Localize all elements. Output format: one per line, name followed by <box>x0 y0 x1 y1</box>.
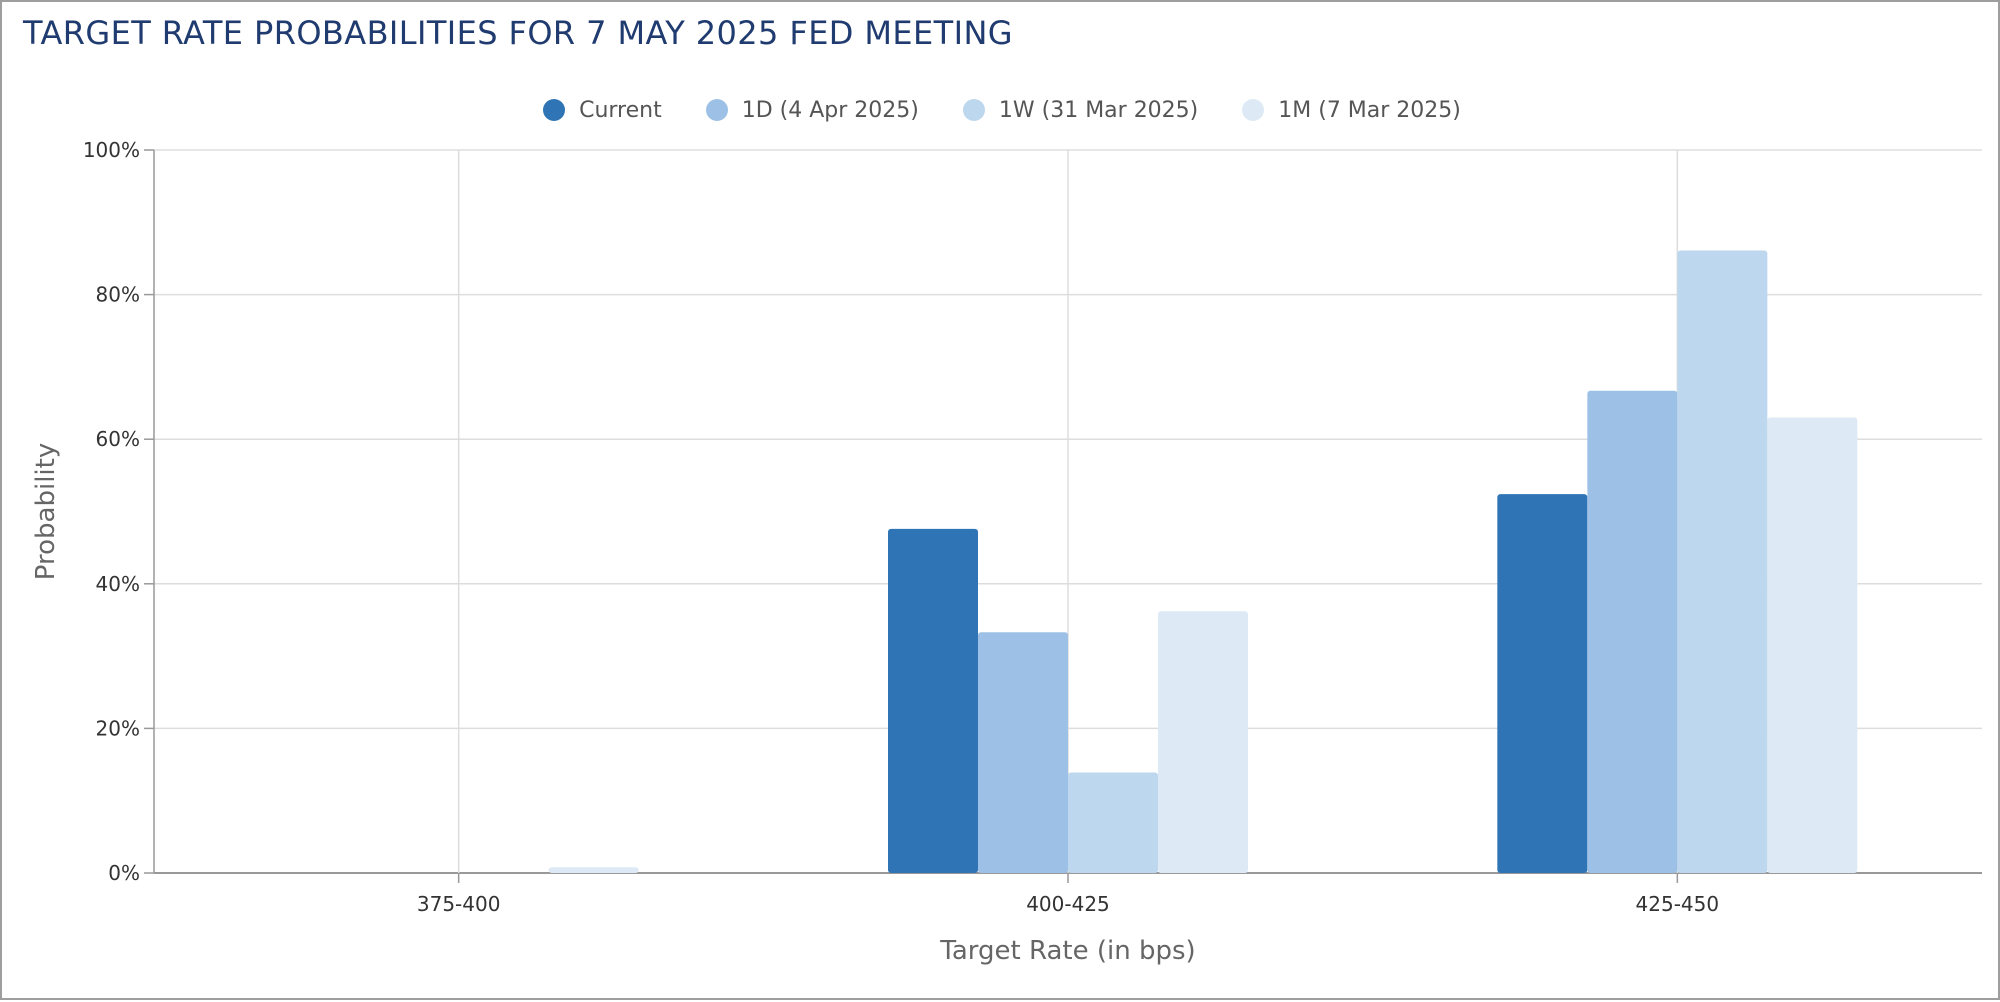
bar-375-400-series-3 <box>548 867 639 873</box>
legend-item-current[interactable]: Current <box>543 98 662 123</box>
x-axis-title: Target Rate (in bps) <box>939 936 1195 966</box>
bar-400-425-series-1 <box>978 632 1068 873</box>
bar-425-450-series-3 <box>1767 417 1858 873</box>
bar-400-425-series-2 <box>1068 772 1158 873</box>
legend-label-1m: 1M (7 Mar 2025) <box>1278 97 1461 123</box>
legend-item-1d[interactable]: 1D (4 Apr 2025) <box>705 97 919 123</box>
bar-425-450-series-2 <box>1677 250 1768 873</box>
bar-425-450-series-0 <box>1497 494 1588 873</box>
chart-title: TARGET RATE PROBABILITIES FOR 7 MAY 2025… <box>23 14 1013 52</box>
y-tick-label: 60% <box>96 427 140 451</box>
legend-label-1d: 1D (4 Apr 2025) <box>741 97 919 123</box>
legend-swatch-1m <box>1242 99 1265 121</box>
legend-item-1w[interactable]: 1W (31 Mar 2025) <box>962 97 1199 123</box>
bar-400-425-series-0 <box>888 528 978 873</box>
legend-swatch-current <box>543 99 566 121</box>
x-tick-label: 425-450 <box>1636 892 1720 916</box>
legend-label-current: Current <box>579 97 662 123</box>
legend-item-1m[interactable]: 1M (7 Mar 2025) <box>1242 98 1461 123</box>
y-tick-label: 80% <box>96 283 140 307</box>
y-tick-label: 20% <box>96 716 140 740</box>
y-axis-title: Probability <box>31 443 61 580</box>
legend-swatch-1w <box>962 99 985 121</box>
y-tick-label: 100% <box>83 138 140 162</box>
bar-400-425-series-3 <box>1158 611 1248 873</box>
y-tick-label: 0% <box>108 861 140 885</box>
x-tick-label: 400-425 <box>1026 892 1110 916</box>
legend-label-1w: 1W (31 Mar 2025) <box>998 97 1199 123</box>
chart-legend: Current 1D (4 Apr 2025) 1W (31 Mar 2025)… <box>2 92 2000 128</box>
y-tick-label: 40% <box>96 572 140 596</box>
legend-swatch-1d <box>705 99 728 121</box>
bar-425-450-series-1 <box>1587 390 1678 873</box>
x-tick-label: 375-400 <box>417 892 501 916</box>
